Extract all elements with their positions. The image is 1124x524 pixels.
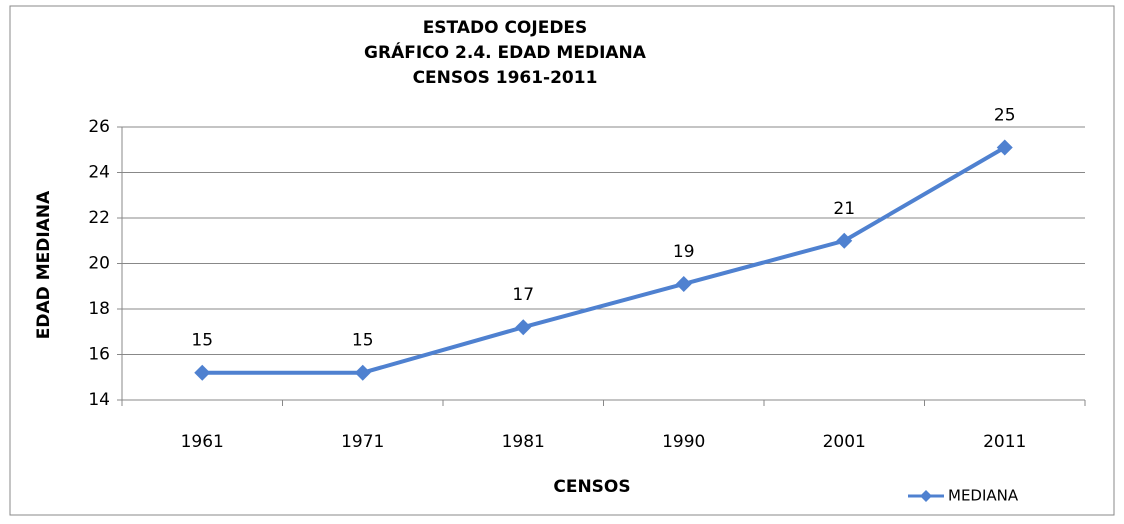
data-line (202, 145, 1006, 375)
x-tick-label: 1961 (181, 432, 224, 452)
x-tick-label: 2001 (823, 432, 866, 452)
data-label: 25 (994, 105, 1016, 125)
data-label: 15 (352, 331, 374, 351)
y-axis-label: EDAD MEDIANA (34, 190, 54, 339)
x-tick-label: 1981 (502, 432, 545, 452)
chart-border (9, 5, 1115, 516)
data-label: 21 (833, 199, 855, 219)
data-point (836, 232, 853, 249)
data-point (996, 139, 1013, 156)
chart-title: GRÁFICO 2.4. EDAD MEDIANA (364, 41, 647, 63)
chart-title: CENSOS 1961-2011 (413, 68, 598, 88)
legend-marker (920, 490, 932, 502)
data-label: 17 (512, 285, 534, 305)
data-label: 19 (673, 242, 695, 262)
data-label: 15 (191, 331, 213, 351)
y-tick-label: 26 (88, 117, 110, 137)
y-tick-label: 24 (88, 163, 110, 183)
data-point (675, 275, 692, 292)
x-tick-label: 1990 (662, 432, 705, 452)
data-point (354, 364, 371, 381)
x-tick-label: 1971 (341, 432, 384, 452)
x-tick-label: 2011 (983, 432, 1026, 452)
y-tick-label: 20 (88, 254, 110, 274)
legend-label: MEDIANA (948, 487, 1019, 505)
data-point (194, 364, 211, 381)
y-tick-label: 22 (88, 208, 110, 228)
x-axis-label: CENSOS (553, 477, 630, 497)
data-point (515, 319, 532, 336)
y-tick-label: 14 (88, 390, 110, 410)
y-tick-label: 16 (88, 345, 110, 365)
chart-title: ESTADO COJEDES (423, 18, 588, 38)
y-tick-label: 18 (88, 299, 110, 319)
